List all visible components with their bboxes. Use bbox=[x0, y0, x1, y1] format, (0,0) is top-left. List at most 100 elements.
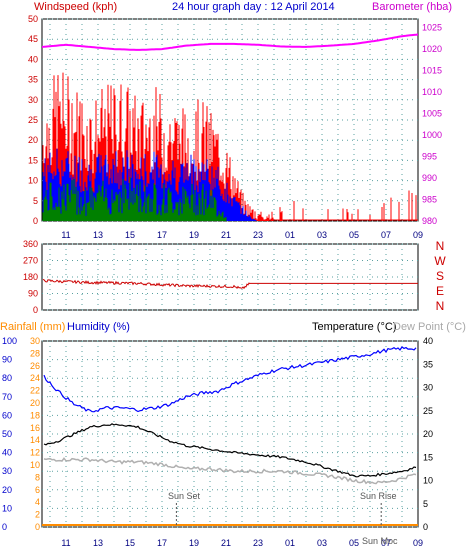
wind-xtick-label: 21 bbox=[221, 230, 231, 240]
rainfall-label: Rainfall (mm) bbox=[0, 321, 65, 333]
wind-ytick-label: 0 bbox=[33, 216, 38, 226]
temp-xtick-label: 23 bbox=[253, 538, 263, 548]
wind-ytick-label: 15 bbox=[28, 155, 38, 165]
direction-ytick-label: 90 bbox=[28, 289, 38, 299]
temperature-line bbox=[43, 423, 417, 478]
rain-ytick-label: 4 bbox=[35, 497, 40, 507]
humidity-line bbox=[43, 346, 417, 413]
wind-xtick-label: 03 bbox=[317, 230, 327, 240]
humidity-ytick-label: 80 bbox=[2, 373, 12, 383]
chart-title: 24 hour graph day : 12 April 2014 bbox=[172, 1, 335, 13]
temp-xtick-label: 05 bbox=[349, 538, 359, 548]
rain-ytick-label: 0 bbox=[35, 522, 40, 532]
temp-xtick-label: 03 bbox=[317, 538, 327, 548]
temp-ytick-label: 5 bbox=[423, 499, 428, 509]
temp-xtick-label: 11 bbox=[61, 538, 70, 548]
moonrise-label: Sun Moc bbox=[362, 536, 398, 546]
wind-xtick-label: 01 bbox=[285, 230, 295, 240]
compass-label: S bbox=[436, 269, 444, 283]
baro-ytick-label: 1005 bbox=[422, 109, 442, 119]
direction-panel-frame bbox=[41, 243, 419, 311]
wind-ytick-label: 25 bbox=[28, 115, 38, 125]
rain-ytick-label: 20 bbox=[30, 398, 40, 408]
compass-label: E bbox=[436, 284, 444, 298]
baro-ytick-label: 1000 bbox=[422, 130, 442, 140]
baro-ytick-label: 1015 bbox=[422, 66, 442, 76]
baro-ytick-label: 990 bbox=[422, 173, 437, 183]
sunset-label: Sun Set bbox=[168, 491, 201, 501]
temp-xtick-label: 07 bbox=[381, 538, 391, 548]
temp-ytick-label: 15 bbox=[423, 452, 433, 462]
baro-ytick-label: 1020 bbox=[422, 44, 442, 54]
temp-xtick-label: 15 bbox=[125, 538, 135, 548]
temp-ytick-label: 25 bbox=[423, 406, 433, 416]
temperature-label: Temperature (°C) bbox=[312, 321, 396, 333]
wind-xtick-label: 09 bbox=[413, 230, 423, 240]
rain-ytick-label: 14 bbox=[30, 435, 40, 445]
rain-ytick-label: 30 bbox=[30, 336, 40, 346]
wind-xtick-label: 19 bbox=[189, 230, 199, 240]
temp-ytick-label: 30 bbox=[423, 383, 433, 393]
humidity-ytick-label: 50 bbox=[2, 429, 12, 439]
humidity-ytick-label: 10 bbox=[2, 503, 12, 513]
baro-ytick-label: 995 bbox=[422, 152, 437, 162]
rain-ytick-label: 24 bbox=[30, 373, 40, 383]
compass-label: W bbox=[434, 254, 446, 268]
wind-xtick-label: 11 bbox=[61, 230, 70, 240]
wind-ytick-label: 20 bbox=[28, 135, 38, 145]
windspeed-label: Windspeed (kph) bbox=[34, 1, 117, 13]
wind-xtick-label: 23 bbox=[253, 230, 263, 240]
temp-ytick-label: 40 bbox=[423, 336, 433, 346]
temp-xtick-label: 01 bbox=[285, 538, 295, 548]
wind-ytick-label: 10 bbox=[28, 176, 38, 186]
dewpoint-line bbox=[43, 457, 417, 485]
humidity-ytick-label: 30 bbox=[2, 466, 12, 476]
dewpoint-label: Dew Point (°C) bbox=[393, 321, 466, 333]
temp-xtick-label: 19 bbox=[189, 538, 199, 548]
temp-xtick-label: 21 bbox=[221, 538, 231, 548]
rain-ytick-label: 22 bbox=[30, 386, 40, 396]
rain-ytick-label: 2 bbox=[35, 510, 40, 520]
humidity-ytick-label: 40 bbox=[2, 448, 12, 458]
compass-label: N bbox=[436, 299, 445, 313]
temp-ytick-label: 35 bbox=[423, 359, 433, 369]
wind-xtick-label: 07 bbox=[381, 230, 391, 240]
humidity-ytick-label: 90 bbox=[2, 355, 12, 365]
baro-ytick-label: 985 bbox=[422, 195, 437, 205]
humidity-ytick-label: 0 bbox=[2, 522, 7, 532]
rain-ytick-label: 26 bbox=[30, 361, 40, 371]
compass-label: N bbox=[436, 239, 445, 253]
rain-ytick-label: 6 bbox=[35, 485, 40, 495]
wind-ytick-label: 35 bbox=[28, 75, 38, 85]
wind-ytick-label: 50 bbox=[28, 14, 38, 24]
rain-ytick-label: 10 bbox=[30, 460, 40, 470]
temp-xtick-label: 17 bbox=[157, 538, 167, 548]
temp-panel-frame bbox=[41, 340, 419, 528]
wind-ytick-label: 30 bbox=[28, 95, 38, 105]
wind-ytick-label: 40 bbox=[28, 54, 38, 64]
baro-ytick-label: 980 bbox=[422, 216, 437, 226]
temp-xtick-label: 09 bbox=[413, 538, 423, 548]
direction-ytick-label: 270 bbox=[23, 256, 38, 266]
rain-ytick-label: 16 bbox=[30, 423, 40, 433]
rain-ytick-label: 8 bbox=[35, 472, 40, 482]
wind-xtick-label: 05 bbox=[349, 230, 359, 240]
rain-ytick-label: 12 bbox=[30, 448, 40, 458]
wind-ytick-label: 5 bbox=[33, 196, 38, 206]
temp-ytick-label: 20 bbox=[423, 429, 433, 439]
humidity-ytick-label: 20 bbox=[2, 485, 12, 495]
wind-xtick-label: 13 bbox=[93, 230, 103, 240]
temp-xtick-label: 13 bbox=[93, 538, 103, 548]
humidity-ytick-label: 100 bbox=[2, 336, 17, 346]
baro-ytick-label: 1010 bbox=[422, 87, 442, 97]
direction-ytick-label: 0 bbox=[33, 305, 38, 315]
rain-ytick-label: 28 bbox=[30, 348, 40, 358]
direction-line bbox=[42, 279, 251, 290]
wind-low-series bbox=[42, 176, 227, 221]
temp-ytick-label: 0 bbox=[423, 522, 428, 532]
rain-ytick-label: 18 bbox=[30, 410, 40, 420]
humidity-ytick-label: 60 bbox=[2, 410, 12, 420]
barometer-line bbox=[41, 33, 419, 51]
sunrise-label: Sun Rise bbox=[360, 491, 397, 501]
